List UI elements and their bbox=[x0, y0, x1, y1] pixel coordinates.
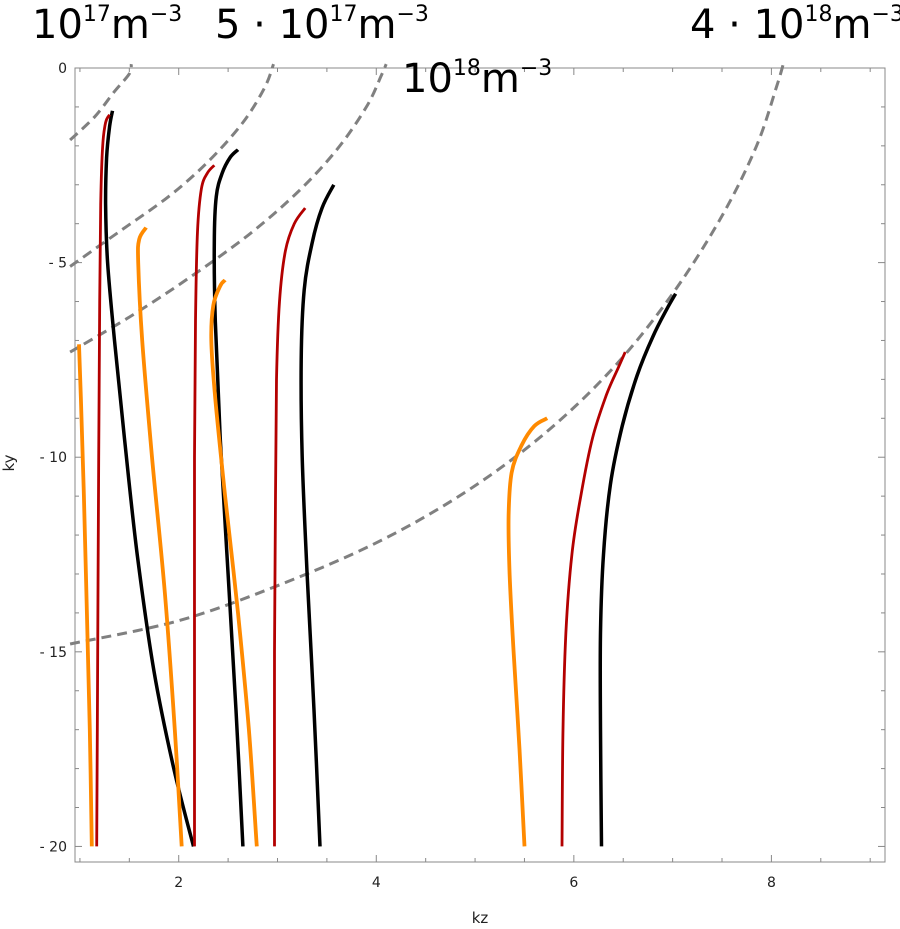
curve-orange-2 bbox=[77, 344, 94, 847]
curve-orange-3 bbox=[136, 226, 184, 847]
curve-red-1 bbox=[95, 113, 111, 847]
dispersion-curves bbox=[77, 110, 678, 847]
curve-orange-6 bbox=[209, 278, 259, 847]
density-label-1e18: 1018m−3 bbox=[402, 56, 552, 102]
y-tick-label: 0 bbox=[58, 61, 67, 77]
density-boundaries bbox=[69, 63, 785, 646]
density-label-5e17: 5 · 1017m−3 bbox=[215, 2, 429, 48]
density-label-1e18-unit: m bbox=[481, 56, 520, 102]
y-tick-label: - 10 bbox=[40, 450, 67, 466]
density-label-5e17-exp: 17 bbox=[330, 2, 358, 27]
boundary-4e18 bbox=[69, 63, 785, 646]
plot-frame bbox=[74, 67, 886, 863]
x-tick-label: 6 bbox=[569, 875, 578, 891]
density-label-1e17: 1017m−3 bbox=[32, 2, 182, 48]
density-label-1e17-base: 10 bbox=[32, 2, 83, 48]
density-label-4e18-unit-exp: −3 bbox=[871, 2, 900, 27]
density-label-5e17-base: 5 · 10 bbox=[215, 2, 330, 48]
y-tick-label: - 15 bbox=[40, 645, 67, 661]
curve-black-0 bbox=[103, 110, 196, 847]
boundary-1e17 bbox=[69, 63, 133, 142]
curve-black-11 bbox=[598, 292, 678, 847]
x-axis-title: kz bbox=[472, 909, 489, 927]
x-tick-label: 8 bbox=[767, 875, 776, 891]
y-tick-label: - 20 bbox=[40, 839, 67, 855]
density-label-1e17-unit: m bbox=[111, 2, 150, 48]
boundary-1e18 bbox=[69, 63, 388, 354]
density-label-5e17-unit: m bbox=[358, 2, 397, 48]
curve-red-8 bbox=[273, 207, 307, 847]
density-label-4e18: 4 · 1018m−3 bbox=[690, 2, 900, 48]
density-label-4e18-exp: 18 bbox=[805, 2, 833, 27]
density-label-5e17-unit-exp: −3 bbox=[396, 2, 428, 27]
density-label-4e18-unit: m bbox=[833, 2, 872, 48]
density-label-1e18-exp: 18 bbox=[453, 56, 481, 81]
curve-red-5 bbox=[193, 164, 216, 847]
curve-black-7 bbox=[299, 183, 336, 847]
y-tick-label: - 5 bbox=[49, 256, 67, 272]
axis-ticks: 2 4 6 8 0 - 5 - 10 - 15 - 20 bbox=[40, 61, 885, 891]
density-label-1e17-exp: 17 bbox=[83, 2, 111, 27]
curve-orange-9 bbox=[506, 416, 549, 847]
density-label-1e17-unit-exp: −3 bbox=[150, 2, 182, 27]
x-tick-label: 2 bbox=[174, 875, 183, 891]
y-axis-title: ky bbox=[0, 454, 18, 471]
density-label-1e18-unit-exp: −3 bbox=[520, 56, 552, 81]
density-label-4e18-base: 4 · 10 bbox=[690, 2, 805, 48]
curve-black-4 bbox=[212, 148, 245, 847]
x-tick-label: 4 bbox=[372, 875, 381, 891]
curve-red-10 bbox=[560, 351, 627, 847]
density-label-1e18-base: 10 bbox=[402, 56, 453, 102]
